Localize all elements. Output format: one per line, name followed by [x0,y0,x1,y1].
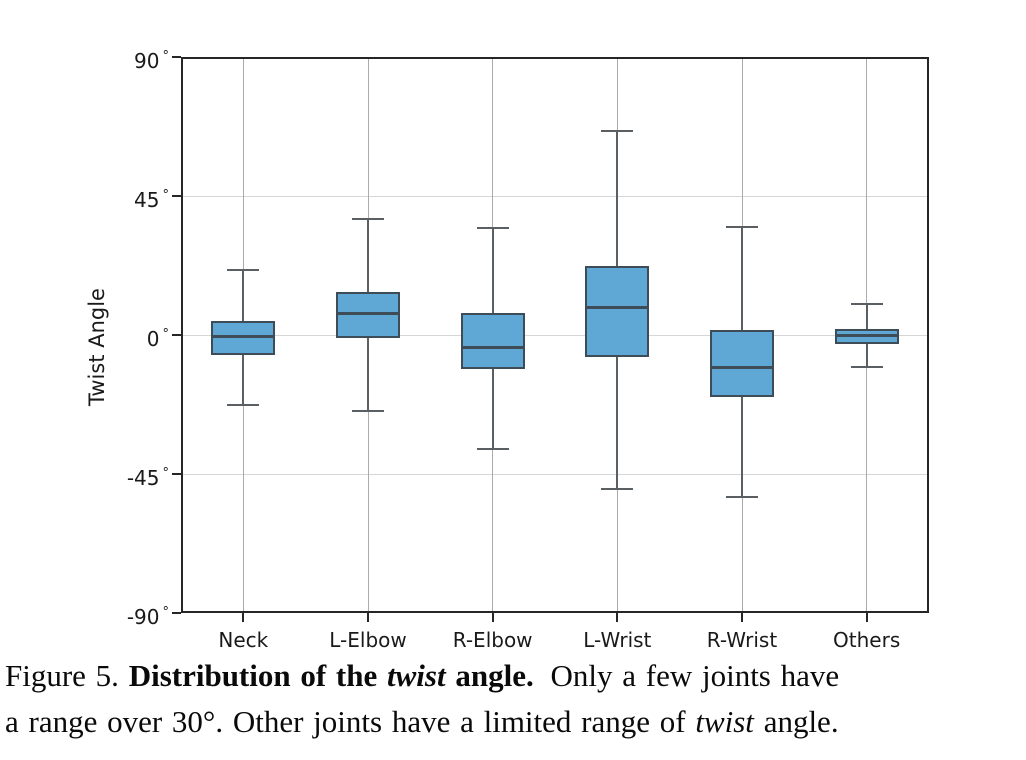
degree-symbol: ° [162,188,170,203]
x-tick-label-others: Others [833,628,901,652]
box-l-elbow [336,291,400,339]
whisker-cap-bottom-l-wrist [601,488,634,491]
gridline-horizontal [181,473,929,475]
x-tick-mark [242,613,245,622]
x-tick-mark [367,613,369,622]
caption-normal-text-3: angle. [753,704,839,739]
box-l-wrist [585,265,650,357]
box-r-elbow [460,313,525,369]
x-tick-label-l-elbow: L-Elbow [329,628,407,652]
x-tick-mark [616,613,619,622]
median-line-others [836,333,897,337]
caption-normal-text: Only a few joints have [540,658,840,693]
figure-area: Twist Angle 90 ° 45 ° 0 ° -45 ° -90 ° Neck L-Elbow R… [85,44,929,652]
gridline-horizontal [181,334,929,336]
figure-caption: Figure 5. Distribution of the twist angl… [5,653,1024,745]
caption-bold-text-2: angle. [445,658,534,693]
y-tick-label: -90 ° [89,600,169,630]
x-tick-label-r-wrist: R-Wrist [706,628,778,652]
x-tick-mark [491,613,494,622]
y-tick-mark [172,334,181,336]
degree-symbol: ° [162,605,170,620]
caption-italic-text: twist [695,704,754,739]
y-tick-label: 0 ° [89,322,169,352]
y-tick-mark [172,612,181,614]
caption-bold-text: Distribution of the [128,658,388,693]
median-line-l-wrist [587,305,648,309]
caption-bold-italic-text: twist [387,658,446,693]
whisker-cap-top-l-wrist [601,130,634,133]
degree-symbol: ° [162,466,170,481]
plot-area [181,57,929,613]
whisker-cap-bottom-neck [227,403,260,406]
gridline-horizontal [181,195,929,197]
y-tick-value: -90 [126,605,160,629]
caption-line-1: Figure 5. Distribution of the twist angl… [5,653,1024,699]
whisker-cap-bottom-l-elbow [352,409,384,412]
whisker-cap-top-r-elbow [476,227,509,230]
degree-symbol: ° [162,327,170,342]
whisker-cap-bottom-r-elbow [476,448,509,451]
whisker-cap-top-neck [227,269,260,272]
y-tick-value: 90 [134,49,160,73]
whisker-cap-top-others [850,303,883,306]
whisker-cap-bottom-others [850,366,883,369]
degree-symbol: ° [162,49,170,64]
whisker-cap-bottom-r-wrist [726,496,758,499]
median-line-r-elbow [462,345,523,349]
y-tick-label: 45 ° [89,183,169,213]
x-tick-label-l-wrist: L-Wrist [583,628,652,652]
x-tick-mark [741,613,743,622]
x-tick-mark [865,613,868,622]
box-r-wrist [710,330,774,397]
y-tick-mark [172,473,181,475]
box-neck [211,321,276,356]
box-others [834,328,899,345]
median-line-r-wrist [712,365,772,369]
y-tick-label: 90 ° [89,44,169,74]
x-tick-label-neck: Neck [218,628,269,652]
y-tick-mark [172,56,181,58]
y-tick-value: 0 [146,327,160,351]
caption-figure-label: Figure 5. [5,658,129,693]
caption-normal-text-2: a range over 30°. Other joints have a li… [5,704,696,739]
y-tick-mark [172,195,181,197]
y-tick-label: -45 ° [89,461,169,491]
x-tick-label-r-elbow: R-Elbow [452,628,533,652]
caption-line-2: a range over 30°. Other joints have a li… [5,699,1024,745]
median-line-neck [213,335,274,339]
whisker-cap-top-l-elbow [352,218,384,221]
y-tick-value: -45 [126,466,160,490]
y-tick-value: 45 [134,188,160,212]
whisker-cap-top-r-wrist [726,225,758,228]
median-line-l-elbow [338,311,398,315]
